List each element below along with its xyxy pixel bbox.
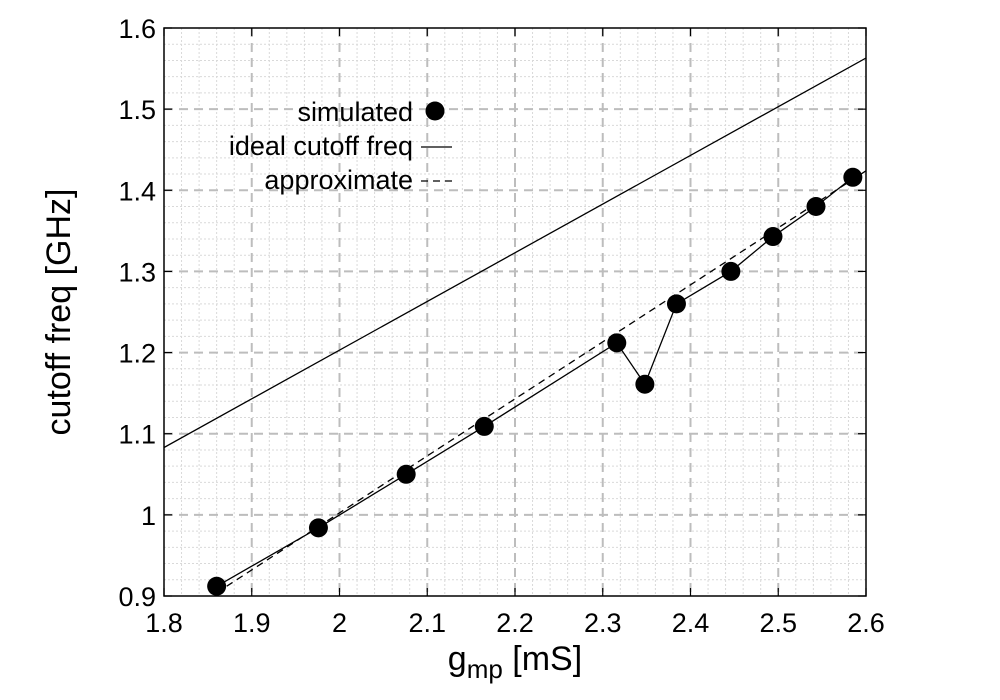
x-tick-label: 2.5	[759, 608, 797, 638]
y-tick-label: 1	[141, 501, 156, 531]
legend-marker-simulated	[425, 101, 445, 121]
x-axis-label: gmp [mS]	[448, 640, 582, 684]
data-point-simulated	[721, 261, 741, 281]
data-point-simulated	[763, 227, 783, 247]
data-point-simulated	[474, 416, 494, 436]
y-tick-label: 1.2	[118, 339, 156, 369]
major-grid	[164, 28, 866, 596]
x-tick-label: 2.6	[847, 608, 885, 638]
minor-grid	[164, 28, 866, 596]
data-point-simulated	[666, 294, 686, 314]
legend-label: ideal cutoff freq	[229, 131, 413, 161]
series-line-approximate	[216, 170, 866, 594]
y-tick-label: 1.1	[118, 420, 156, 450]
x-tick-label: 2.3	[584, 608, 622, 638]
x-axis-label-main: g	[448, 640, 467, 678]
data-point-simulated	[607, 333, 627, 353]
x-tick-label: 2.2	[496, 608, 534, 638]
data-point-simulated	[207, 576, 227, 596]
legend: simulated ideal cutoff freq approximate	[229, 97, 452, 195]
data-point-simulated	[806, 197, 826, 217]
data-point-simulated	[396, 464, 416, 484]
legend-label: approximate	[264, 165, 413, 195]
x-tick-label: 2.1	[408, 608, 446, 638]
data-point-simulated	[308, 518, 328, 538]
data-point-simulated	[635, 374, 655, 394]
data-point-simulated	[843, 167, 863, 187]
x-axis-label-sub: mp	[467, 654, 503, 684]
plot-area	[164, 57, 866, 596]
series-line-ideal-cutoff-freq	[164, 57, 866, 449]
axis-ticks: 1.8 1.9 2 2.1 2.2 2.3 2.4 2.5 2.6 0.9 1 1.1 1.2 1.3 1.…	[118, 14, 884, 638]
y-tick-label: 1.5	[118, 95, 156, 125]
x-axis-label-unit: [mS]	[503, 640, 582, 678]
y-tick-label: 1.3	[118, 257, 156, 287]
x-tick-label: 2.4	[672, 608, 710, 638]
x-tick-label: 1.9	[233, 608, 271, 638]
y-tick-label: 1.6	[118, 14, 156, 44]
y-tick-label: 0.9	[118, 582, 156, 612]
x-tick-label: 1.8	[145, 608, 183, 638]
legend-label: simulated	[297, 97, 413, 127]
y-tick-label: 1.4	[118, 176, 156, 206]
y-axis-label: cutoff freq [GHz]	[40, 189, 78, 436]
x-tick-label: 2	[332, 608, 347, 638]
